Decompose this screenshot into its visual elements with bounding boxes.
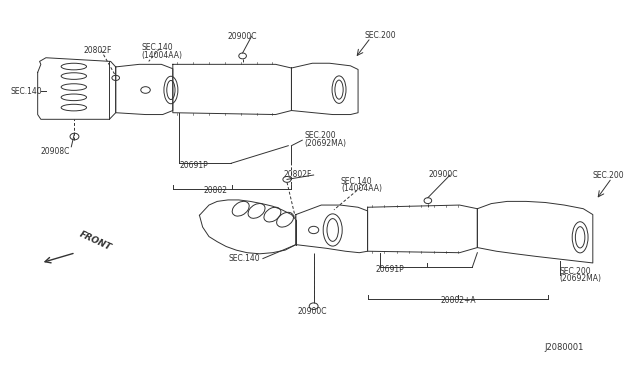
Text: FRONT: FRONT [77,229,113,252]
Text: (20692MA): (20692MA) [560,274,602,283]
Text: SEC.140: SEC.140 [141,43,173,52]
Text: SEC.200: SEC.200 [593,171,625,180]
Text: 20900C: 20900C [297,307,326,316]
Text: 20802+A: 20802+A [440,296,476,305]
Text: SEC.200: SEC.200 [305,131,337,140]
Text: SEC.200: SEC.200 [364,31,396,39]
Text: SEC.140: SEC.140 [228,254,260,263]
Text: SEC.140: SEC.140 [10,87,42,96]
Text: 20802: 20802 [204,186,227,195]
Text: 20900C: 20900C [228,32,257,41]
Text: SEC.200: SEC.200 [560,266,591,276]
Text: 20802F: 20802F [84,46,113,55]
Text: (14004AA): (14004AA) [341,185,382,193]
Text: (20692MA): (20692MA) [305,139,347,148]
Text: 20900C: 20900C [429,170,458,179]
Text: 20691P: 20691P [376,265,404,274]
Text: 20802F: 20802F [284,170,312,179]
Text: 20691P: 20691P [179,161,208,170]
Text: (14004AA): (14004AA) [141,51,182,60]
Text: 20908C: 20908C [40,147,70,156]
Text: J2080001: J2080001 [544,343,583,352]
Text: SEC.140: SEC.140 [341,177,372,186]
